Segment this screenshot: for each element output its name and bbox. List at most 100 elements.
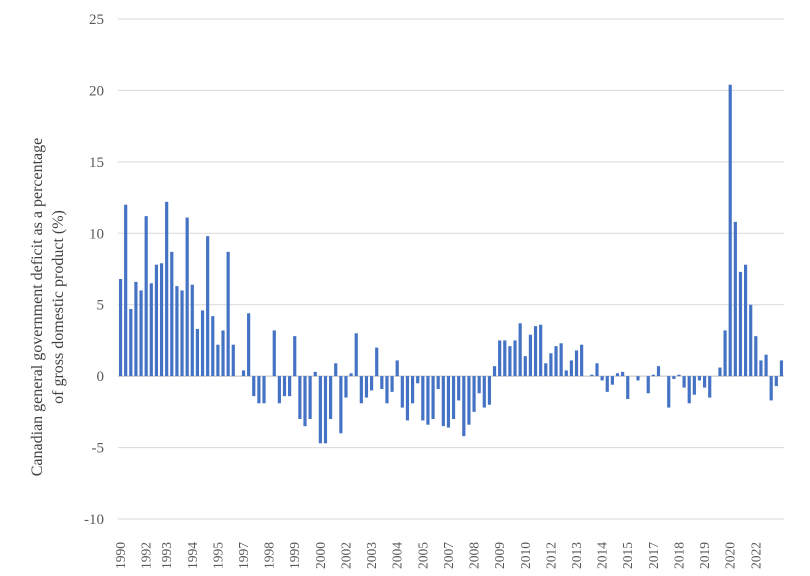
bar [349, 373, 353, 377]
bar [687, 376, 691, 404]
bar [375, 347, 379, 377]
x-tick-label: 2018 [671, 542, 686, 569]
bar [329, 376, 333, 419]
bar [559, 343, 563, 377]
x-tick-label: 2010 [518, 542, 533, 569]
bar [226, 251, 230, 377]
bar [170, 251, 174, 377]
bar [621, 371, 625, 377]
bar [590, 374, 594, 377]
bar [206, 236, 210, 377]
bar [769, 376, 773, 401]
bar [216, 344, 220, 377]
x-tick-label: 2020 [723, 542, 738, 569]
x-tick-label: 2013 [569, 542, 584, 569]
bar [272, 330, 276, 377]
bar [190, 284, 194, 377]
bar [718, 367, 722, 377]
bar [354, 333, 358, 377]
bar [728, 84, 732, 377]
bar [385, 376, 389, 404]
bar [252, 376, 256, 397]
y-tick-label: -10 [84, 512, 104, 528]
bar [195, 329, 199, 377]
x-axis-tick-labels: 1990 1992 1993 1994 1995 1997 1998 1999 2000 2002… [113, 542, 763, 569]
y-tick-label: 15 [89, 155, 104, 171]
bar [124, 204, 128, 377]
bar [426, 376, 430, 425]
bar [159, 263, 164, 377]
bar [472, 376, 476, 412]
bar [380, 376, 384, 389]
y-axis-title-line1: Canadian general government deficit as a… [29, 138, 46, 477]
bar [503, 340, 507, 377]
bar [405, 376, 410, 421]
bar [446, 376, 451, 428]
bar [467, 376, 471, 425]
bar [723, 330, 727, 377]
x-tick-label: 2015 [620, 542, 635, 569]
bar [743, 264, 748, 377]
bar [492, 366, 497, 377]
bar [528, 334, 532, 377]
bar [139, 290, 143, 377]
bar [441, 376, 445, 427]
bar [462, 376, 466, 437]
x-tick-label: 1997 [236, 542, 251, 569]
y-tick-label: 25 [89, 12, 104, 28]
bar [667, 376, 671, 408]
bar [288, 376, 292, 397]
bar [451, 376, 456, 419]
bar [692, 376, 696, 395]
bar [487, 376, 492, 405]
bar [241, 370, 246, 377]
bar [395, 360, 399, 377]
x-tick-label: 2007 [441, 542, 456, 569]
bar [323, 376, 328, 444]
bar [370, 376, 374, 391]
bar [416, 376, 420, 384]
bar [308, 376, 312, 419]
x-tick-label: 2019 [697, 542, 712, 569]
x-tick-label: 2002 [338, 542, 353, 569]
x-tick-label: 2005 [415, 542, 430, 569]
x-tick-label: 2000 [313, 542, 328, 569]
bar [282, 376, 287, 397]
bar [129, 309, 133, 377]
bar [303, 376, 307, 427]
bar [523, 356, 527, 377]
bar [564, 370, 568, 377]
y-tick-label: 0 [97, 369, 105, 385]
bar [498, 340, 502, 377]
y-axis-tick-labels: -10 -5 0 5 10 15 20 25 [84, 12, 104, 528]
bar [144, 216, 148, 377]
bar [677, 374, 681, 377]
x-tick-label: 1994 [185, 542, 200, 569]
bar [154, 264, 159, 377]
bar [298, 376, 302, 419]
x-tick-label: 1993 [159, 542, 174, 569]
bars [118, 84, 784, 444]
bar [149, 283, 153, 377]
bar [580, 344, 584, 377]
x-tick-label: 2012 [543, 542, 558, 569]
bar [733, 221, 737, 377]
bar [344, 376, 348, 398]
bar [221, 330, 225, 377]
y-tick-label: 10 [89, 226, 104, 242]
bar [682, 376, 686, 388]
bar [513, 340, 517, 377]
bar [400, 376, 404, 408]
bar [477, 376, 481, 394]
bar [708, 376, 712, 398]
bar [421, 376, 425, 421]
bar [180, 290, 184, 377]
bar [339, 376, 343, 434]
bar [656, 366, 661, 377]
bar [539, 324, 543, 377]
x-tick-label: 1999 [287, 542, 302, 569]
bar [262, 376, 266, 404]
bar [672, 376, 676, 379]
bar [759, 360, 763, 377]
